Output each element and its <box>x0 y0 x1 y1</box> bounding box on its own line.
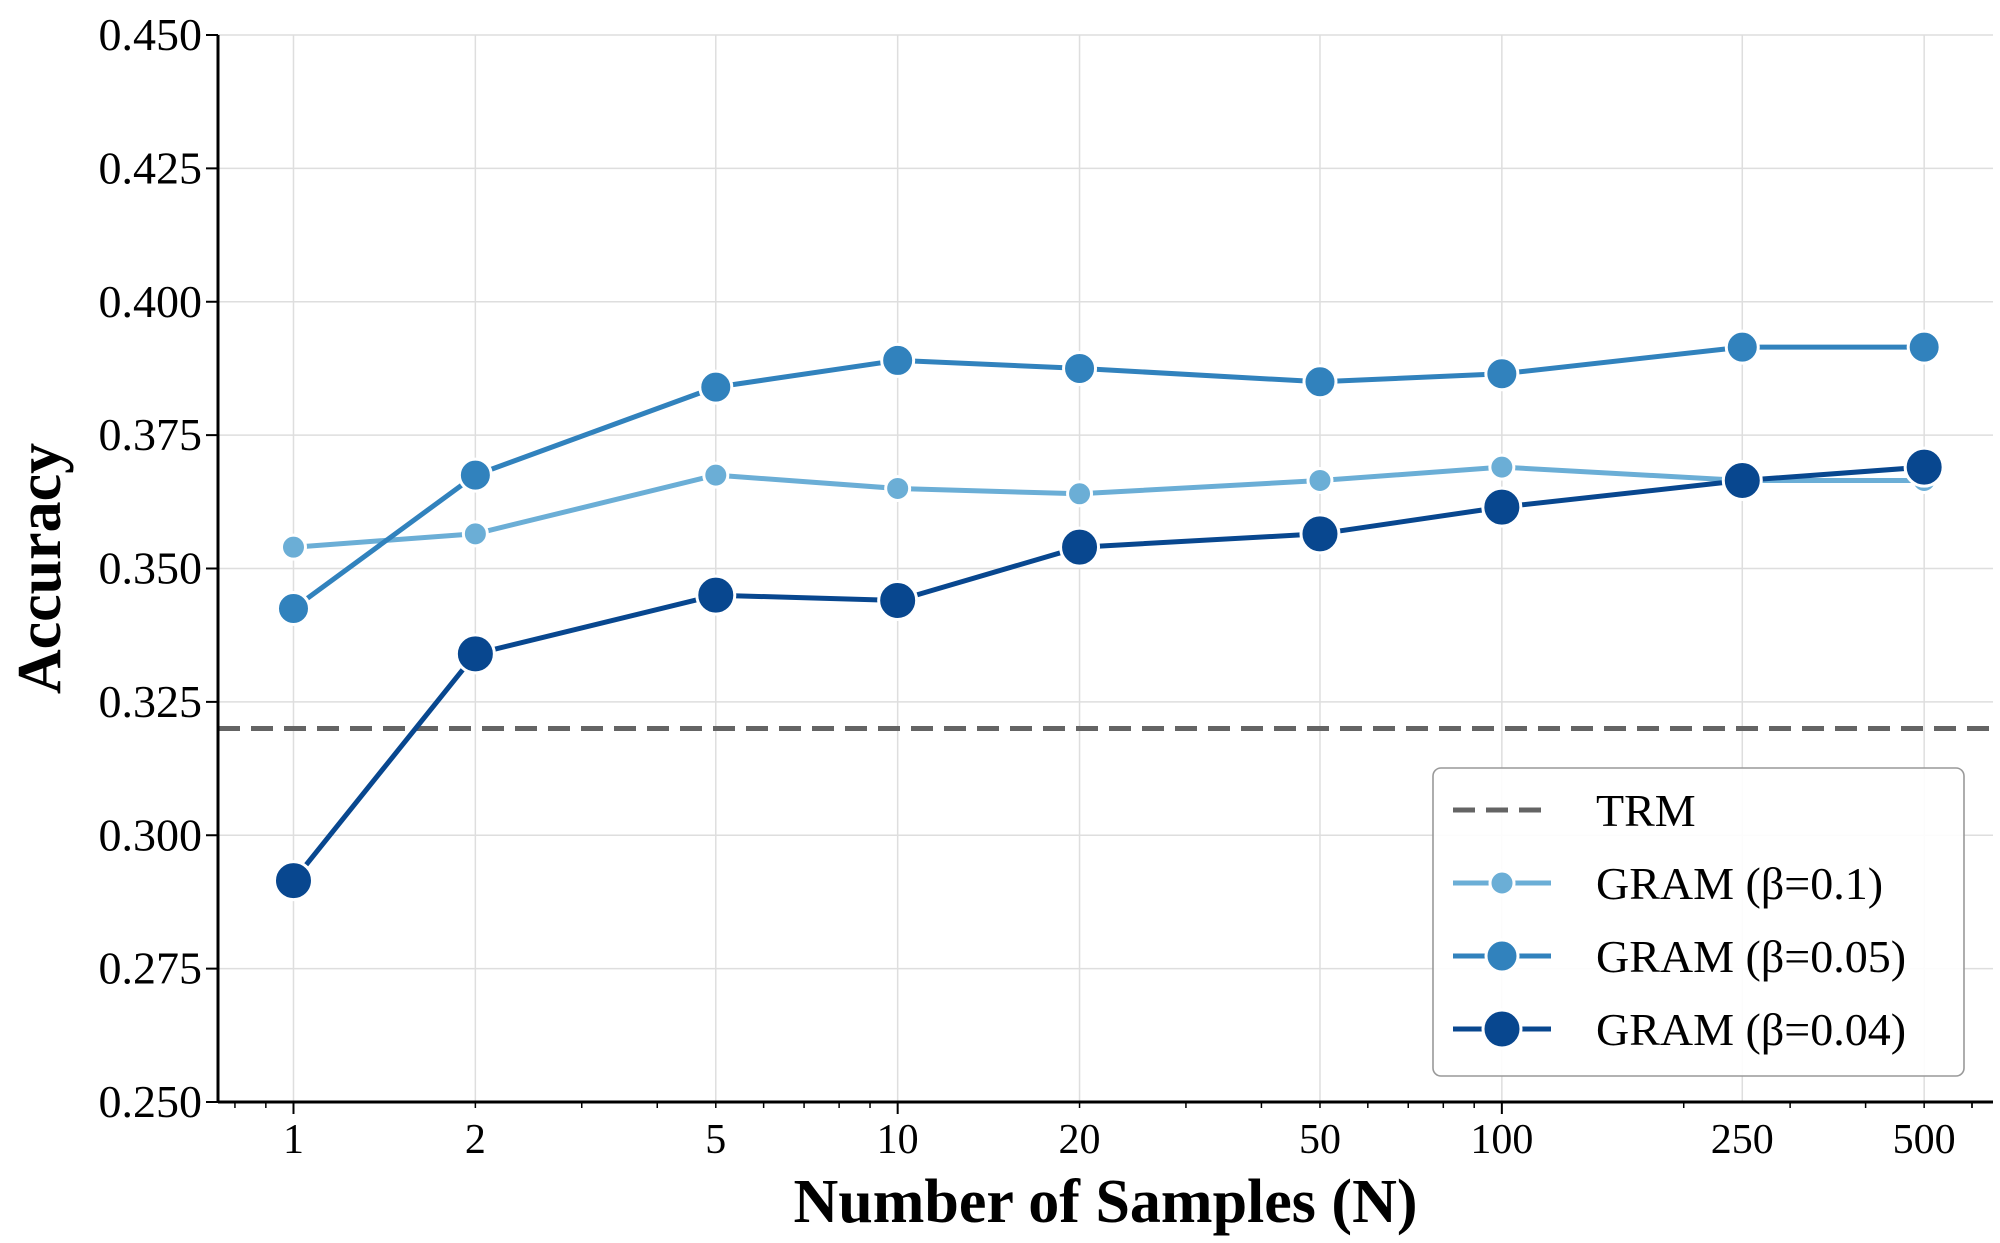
data-point <box>1906 329 1942 365</box>
data-point <box>1062 350 1098 386</box>
series-2 <box>272 446 1945 902</box>
series-group <box>272 329 1945 902</box>
data-point <box>461 520 489 548</box>
data-point <box>457 457 493 493</box>
x-axis-title: Number of Samples (N) <box>794 1168 1418 1236</box>
data-point <box>1903 446 1945 488</box>
y-tick-label: 0.350 <box>99 543 203 594</box>
series-1 <box>275 329 1942 627</box>
x-tick-label: 20 <box>1059 1117 1101 1163</box>
legend-entry: GRAM (β=0.04) <box>1453 1004 1906 1055</box>
x-tick-label: 5 <box>705 1117 726 1163</box>
data-point <box>1488 453 1516 481</box>
data-point <box>279 533 307 561</box>
data-point <box>1484 356 1520 392</box>
data-point <box>1306 466 1334 494</box>
x-tick-label: 1 <box>283 1117 304 1163</box>
x-tick-label: 100 <box>1470 1117 1533 1163</box>
y-tick-label: 0.325 <box>99 676 203 727</box>
data-point <box>1724 329 1760 365</box>
legend-box <box>1432 767 1965 1077</box>
legend-label: TRM <box>1596 785 1696 836</box>
y-axis-title: Accuracy <box>6 443 74 694</box>
y-tick-label: 0.275 <box>99 943 203 994</box>
x-minor-ticks <box>234 1102 1973 1114</box>
legend-entry: GRAM (β=0.05) <box>1453 931 1906 982</box>
x-tick-labels: 1 2 5 10 20 50 100 250 500 <box>283 1117 1956 1163</box>
y-tick-label: 0.300 <box>99 809 203 860</box>
legend-label: GRAM (β=0.1) <box>1596 858 1883 909</box>
data-point <box>1299 513 1341 555</box>
data-point <box>1066 480 1094 508</box>
x-tick-label: 50 <box>1299 1117 1341 1163</box>
data-point <box>1481 486 1523 528</box>
legend-entry: TRM <box>1453 785 1696 836</box>
data-point <box>1721 459 1763 501</box>
y-tick-label: 0.375 <box>99 409 203 460</box>
data-point <box>880 342 916 378</box>
axes <box>206 34 1993 1104</box>
x-tick-label: 250 <box>1711 1117 1774 1163</box>
legend-swatch-marker <box>1484 938 1520 974</box>
y-tick-label: 0.250 <box>99 1076 203 1127</box>
data-point <box>275 591 311 627</box>
legend-swatch-marker <box>1488 869 1516 897</box>
grid-lines <box>218 34 1993 1103</box>
y-tick-label: 0.450 <box>99 9 203 60</box>
x-tick-label: 2 <box>465 1117 486 1163</box>
y-tick-label: 0.400 <box>99 276 203 327</box>
data-point <box>1059 526 1101 568</box>
series-line <box>293 464 1925 550</box>
data-point <box>272 860 314 902</box>
y-tick-label: 0.425 <box>99 142 203 193</box>
data-point <box>695 574 737 616</box>
x-tick-label: 10 <box>877 1117 919 1163</box>
data-point <box>1302 364 1338 400</box>
data-point <box>698 369 734 405</box>
data-point <box>884 474 912 502</box>
y-tick-labels: 0.250 0.275 0.300 0.325 0.350 0.375 0.400 0.425… <box>99 9 203 1127</box>
legend: TRM GRAM (β=0.1) GRAM (β=0.05) GRAM (β=0.04… <box>1432 767 1965 1077</box>
legend-swatch-marker <box>1481 1008 1523 1050</box>
data-point <box>877 580 919 622</box>
data-point <box>702 461 730 489</box>
x-tick-label: 500 <box>1893 1117 1956 1163</box>
legend-label: GRAM (β=0.04) <box>1596 1004 1906 1055</box>
legend-entry: GRAM (β=0.1) <box>1453 858 1883 909</box>
data-point <box>454 633 496 675</box>
legend-label: GRAM (β=0.05) <box>1596 931 1906 982</box>
